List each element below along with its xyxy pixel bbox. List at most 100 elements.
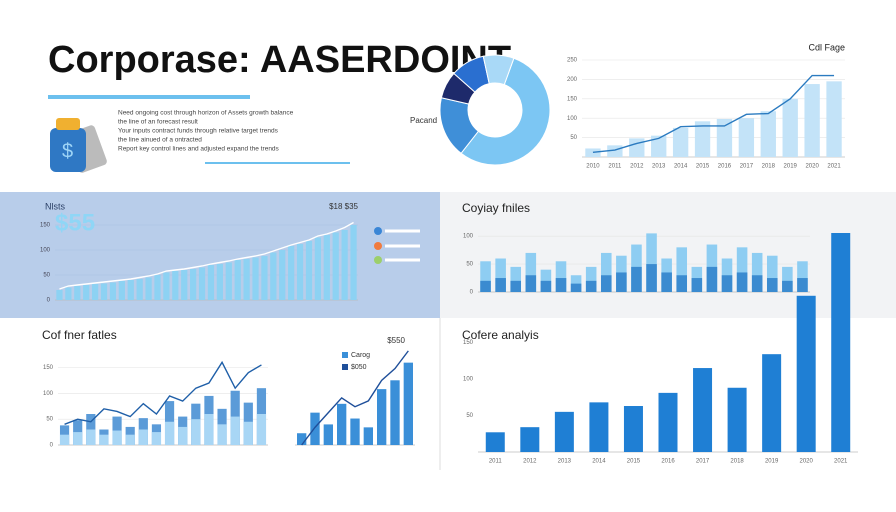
bar bbox=[585, 266, 597, 292]
bar bbox=[520, 427, 540, 452]
bar bbox=[243, 259, 250, 300]
bar bbox=[225, 262, 232, 300]
legend-dot bbox=[374, 242, 382, 250]
bar bbox=[181, 270, 188, 300]
y-tick-label: 200 bbox=[567, 77, 578, 83]
bar bbox=[83, 285, 90, 300]
x-tick-label: 2021 bbox=[834, 459, 848, 465]
y-tick-label: 100 bbox=[463, 234, 474, 240]
bar bbox=[136, 279, 143, 300]
bar bbox=[323, 235, 330, 300]
bar bbox=[658, 392, 678, 452]
bar bbox=[270, 252, 277, 300]
bar bbox=[736, 272, 748, 292]
bar bbox=[672, 127, 689, 157]
x-tick-label: 2017 bbox=[740, 164, 754, 170]
legend-dot bbox=[374, 256, 382, 264]
x-tick-label: 2011 bbox=[608, 164, 622, 170]
bar bbox=[198, 267, 206, 300]
bar bbox=[216, 264, 223, 300]
x-tick-label: 2014 bbox=[592, 459, 606, 465]
bar bbox=[629, 138, 645, 157]
bullet-text: Your inputs contract funds through relat… bbox=[118, 128, 279, 135]
x-tick-label: 2012 bbox=[630, 164, 644, 170]
bar bbox=[495, 278, 506, 292]
y-tick-label: 0 bbox=[50, 443, 54, 449]
bar bbox=[646, 264, 657, 292]
bar bbox=[691, 278, 703, 292]
bar bbox=[651, 135, 667, 157]
line bbox=[64, 360, 262, 425]
x-tick-label: 2019 bbox=[765, 459, 779, 465]
bar bbox=[716, 118, 733, 157]
bar bbox=[305, 241, 313, 300]
legend-label: $050 bbox=[351, 364, 367, 371]
bar bbox=[297, 433, 307, 445]
bar bbox=[91, 284, 99, 300]
y-tick-label: 250 bbox=[567, 58, 578, 64]
x-tick-label: 2013 bbox=[652, 164, 666, 170]
bar bbox=[100, 283, 108, 300]
bar bbox=[585, 148, 601, 157]
y-tick-label: 50 bbox=[46, 417, 53, 423]
x-tick-label: 2016 bbox=[661, 459, 675, 465]
y-tick-label: 150 bbox=[567, 96, 578, 102]
y-tick-label: 50 bbox=[466, 262, 473, 268]
chart-title: Cdl Fage bbox=[808, 42, 845, 52]
bar bbox=[207, 265, 215, 300]
slice bbox=[482, 54, 515, 86]
bar bbox=[589, 402, 609, 452]
chart-title: Coyiay fniles bbox=[462, 201, 530, 215]
bar bbox=[74, 286, 81, 300]
bar bbox=[540, 269, 552, 292]
bar bbox=[797, 278, 808, 292]
bar bbox=[585, 280, 597, 292]
chart-title: Cof fner fatles bbox=[42, 328, 117, 342]
bar bbox=[118, 281, 125, 300]
bar bbox=[676, 247, 688, 292]
bar bbox=[138, 429, 148, 445]
bar bbox=[191, 419, 201, 445]
legend-swatch bbox=[342, 364, 348, 370]
bar bbox=[230, 416, 240, 445]
bar bbox=[600, 252, 612, 292]
bullet-text: Report key control lines and adjusted ex… bbox=[118, 146, 280, 153]
bar bbox=[796, 295, 816, 452]
bar bbox=[252, 257, 259, 300]
bar bbox=[554, 411, 574, 452]
legend-swatch bbox=[342, 352, 348, 358]
bar bbox=[762, 354, 782, 452]
y-tick-label: 100 bbox=[463, 377, 474, 383]
x-tick-label: 2011 bbox=[489, 459, 503, 465]
slice bbox=[460, 57, 551, 166]
bar bbox=[65, 287, 72, 300]
bar bbox=[337, 403, 347, 445]
x-tick-label: 2013 bbox=[558, 459, 572, 465]
x-tick-label: 2019 bbox=[784, 164, 798, 170]
bar bbox=[555, 261, 567, 292]
bar bbox=[145, 277, 152, 300]
bar bbox=[377, 389, 387, 445]
bar bbox=[782, 266, 793, 292]
bar bbox=[826, 81, 842, 157]
bar bbox=[310, 412, 320, 445]
bar bbox=[350, 418, 360, 445]
bar bbox=[127, 280, 134, 300]
bar bbox=[831, 233, 851, 452]
bar bbox=[73, 432, 83, 445]
bar bbox=[288, 246, 295, 300]
bar bbox=[164, 421, 175, 445]
y-tick-label: 50 bbox=[43, 273, 50, 279]
bar bbox=[109, 282, 117, 300]
bar bbox=[661, 272, 672, 292]
bar bbox=[125, 434, 135, 445]
x-tick-label: 2012 bbox=[523, 459, 537, 465]
svg-text:$: $ bbox=[62, 140, 73, 162]
bar bbox=[616, 272, 627, 292]
line bbox=[59, 221, 354, 290]
bar bbox=[480, 280, 491, 292]
note: $550 bbox=[387, 336, 405, 345]
bar bbox=[172, 271, 179, 300]
y-tick-label: 150 bbox=[463, 340, 474, 346]
x-tick-label: 2020 bbox=[800, 459, 814, 465]
